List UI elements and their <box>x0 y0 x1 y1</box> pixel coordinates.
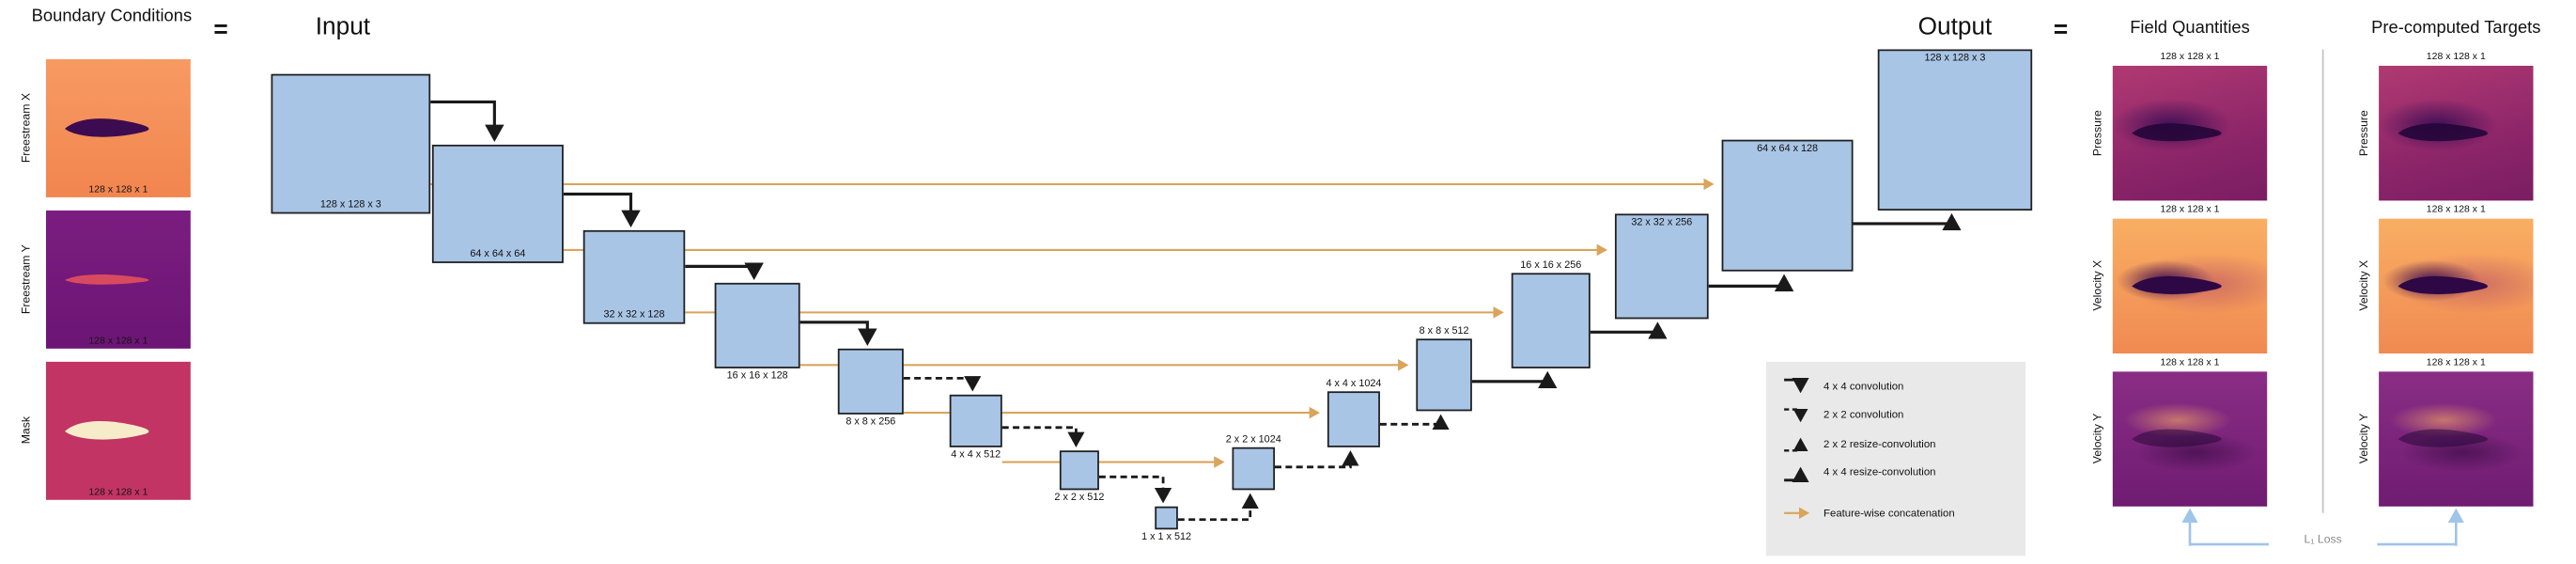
image-dims: 128 x 128 x 1 <box>2160 358 2220 368</box>
velocity-y-label-target: Velocity Y <box>2359 414 2371 464</box>
legend-item: 4 x 4 convolution <box>1781 375 2011 398</box>
legend-item: 2 x 2 convolution <box>1781 403 2011 426</box>
airfoil-shape <box>2132 430 2223 448</box>
unet-block-input: 128 x 128 x 3 <box>271 73 431 214</box>
image-dims: 128 x 128 x 1 <box>88 337 148 348</box>
airfoil-shape <box>2398 123 2489 142</box>
pressure-label-field: Pressure <box>2092 110 2105 157</box>
block-dims: 128 x 128 x 3 <box>1924 52 1986 65</box>
block-dims: 2 x 2 x 1024 <box>1225 433 1281 446</box>
legend-item-label: 4 x 4 convolution <box>1823 380 1904 393</box>
image-dims: 128 x 128 x 1 <box>2426 52 2486 63</box>
pressure-field-image <box>2112 65 2268 201</box>
airfoil-shape <box>64 118 149 137</box>
legend-item-label: Feature-wise concatenation <box>1823 507 1955 519</box>
mask-image: 128 x 128 x 1 <box>45 361 191 500</box>
velocity-x-label-target: Velocity X <box>2359 260 2371 312</box>
field-quantities-title: Field Quantities <box>2130 18 2250 39</box>
airfoil-shape <box>2398 430 2489 448</box>
concat-arrow-icon <box>1784 507 1810 520</box>
unet-block-output: 128 x 128 x 3 <box>1877 49 2033 211</box>
velocity-x-field-image <box>2112 218 2268 354</box>
airfoil-shape <box>2132 123 2223 142</box>
unet-block-dec3: 8 x 8 x 512 <box>1416 325 1472 412</box>
unet-block-dec2: 4 x 4 x 1024 <box>1326 378 1381 447</box>
velocity-y-field-image <box>2112 371 2268 507</box>
unet-block-dec4: 16 x 16 x 256 <box>1511 259 1591 368</box>
velocity-y-label-field: Velocity Y <box>2092 414 2105 464</box>
freestream-y-image: 128 x 128 x 1 <box>45 210 191 349</box>
legend-item: 2 x 2 resize-convolution <box>1781 432 2011 455</box>
freestream-x-image: 128 x 128 x 1 <box>45 58 191 197</box>
image-dims: 128 x 128 x 1 <box>88 488 148 499</box>
unet-block-enc3: 16 x 16 x 128 <box>714 282 800 382</box>
unet-block-enc1: 64 x 64 x 64 <box>431 144 564 263</box>
velocity-x-target-image <box>2379 218 2534 354</box>
l1-loss-label: L₁ Loss <box>2268 534 2378 546</box>
airfoil-shape <box>2398 276 2489 295</box>
equals-sign-left: = <box>213 16 228 45</box>
airfoil-shape <box>64 421 149 440</box>
legend: 4 x 4 convolution 2 x 2 convolution 2 x … <box>1765 361 2026 556</box>
output-title: Output <box>1917 12 1993 41</box>
velocity-x-label-field: Velocity X <box>2092 260 2105 312</box>
input-title: Input <box>315 12 371 41</box>
block-dims: 4 x 4 x 512 <box>951 448 1001 461</box>
mask-label: Mask <box>21 416 33 445</box>
block-dims: 64 x 64 x 128 <box>1757 143 1819 155</box>
unet-block-enc5: 4 x 4 x 512 <box>949 394 1002 461</box>
airfoil-shape <box>2132 276 2223 295</box>
block-dims: 16 x 16 x 128 <box>726 369 788 382</box>
block-dims: 32 x 32 x 128 <box>603 308 665 321</box>
legend-item: 4 x 4 resize-convolution <box>1781 462 2011 484</box>
unet-block-enc6: 2 x 2 x 512 <box>1054 450 1104 503</box>
airfoil-shape <box>64 274 149 285</box>
block-dims: 8 x 8 x 256 <box>846 415 896 428</box>
unet-block-bottleneck: 1 x 1 x 512 <box>1141 506 1191 542</box>
image-dims: 128 x 128 x 1 <box>2160 205 2220 216</box>
pressure-target-image <box>2379 65 2534 201</box>
unet-block-dec1: 2 x 2 x 1024 <box>1226 434 1281 491</box>
legend-item-label: 4 x 4 resize-convolution <box>1823 466 1936 479</box>
legend-item-label: 2 x 2 resize-convolution <box>1823 438 1936 450</box>
block-dims: 128 x 128 x 3 <box>319 198 381 211</box>
block-dims: 8 x 8 x 512 <box>1419 325 1469 337</box>
resize-conv-4x4-arrow-icon <box>1784 465 1809 482</box>
block-dims: 16 x 16 x 256 <box>1520 259 1582 272</box>
conv-4x4-arrow-icon <box>1784 377 1809 394</box>
legend-item: Feature-wise concatenation <box>1781 502 2011 525</box>
image-dims: 128 x 128 x 1 <box>2426 205 2486 216</box>
unet-block-enc4: 8 x 8 x 256 <box>837 348 904 428</box>
boundary-conditions-title: Boundary Conditions <box>31 6 193 26</box>
precomputed-targets-title: Pre-computed Targets <box>2371 18 2541 39</box>
image-dims: 128 x 128 x 1 <box>2160 52 2220 63</box>
unet-block-dec6: 64 x 64 x 128 <box>1721 139 1854 272</box>
block-dims: 32 x 32 x 256 <box>1631 216 1693 229</box>
legend-item-label: 2 x 2 convolution <box>1823 409 1904 421</box>
unet-block-dec5: 32 x 32 x 256 <box>1614 213 1709 320</box>
image-dims: 128 x 128 x 1 <box>88 185 148 196</box>
conv-4x4-arrows <box>430 100 1962 389</box>
block-dims: 2 x 2 x 512 <box>1054 492 1105 504</box>
conv-2x2-arrow-icon <box>1784 407 1808 422</box>
block-dims: 4 x 4 x 1024 <box>1326 378 1382 390</box>
block-dims: 1 x 1 x 512 <box>1141 531 1192 543</box>
equals-sign-right: = <box>2053 16 2069 45</box>
freestream-y-label: Freestream Y <box>21 244 33 315</box>
freestream-x-label: Freestream X <box>21 93 33 164</box>
unet-block-enc2: 32 x 32 x 128 <box>582 229 686 324</box>
pressure-label-target: Pressure <box>2359 110 2371 157</box>
image-dims: 128 x 128 x 1 <box>2426 358 2486 368</box>
velocity-y-target-image <box>2379 371 2534 507</box>
block-dims: 64 x 64 x 64 <box>470 248 526 260</box>
resize-conv-2x2-arrow-icon <box>1784 437 1808 452</box>
